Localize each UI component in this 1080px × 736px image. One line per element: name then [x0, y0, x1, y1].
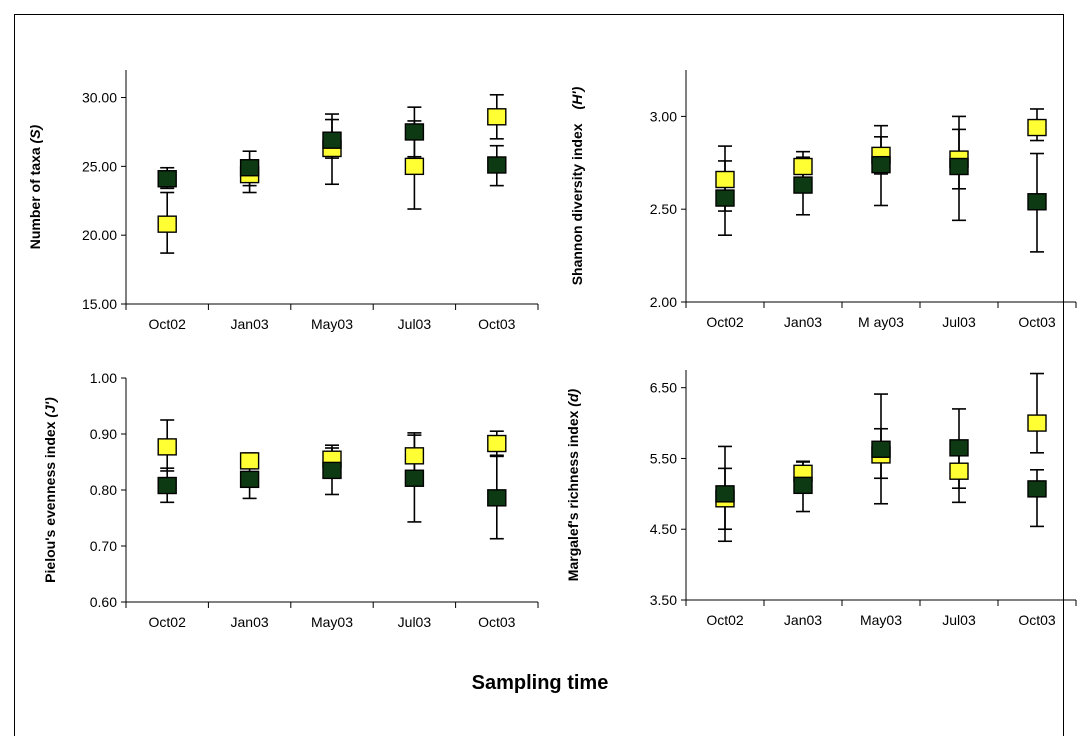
y-tick-label: 25.00 [82, 158, 117, 174]
data-point [871, 440, 891, 458]
data-point [715, 485, 735, 503]
y-axis-title-symbol: (J') [42, 397, 58, 418]
y-axis-title: Pielou's evenness index (J') [42, 397, 58, 583]
data-point [322, 131, 342, 149]
y-tick-label: 1.00 [90, 370, 117, 386]
y-axis-title: Margalef's richness index (d) [565, 388, 581, 581]
data-point [1027, 118, 1047, 137]
y-tick-label: 2.50 [650, 201, 677, 217]
chart-panel-2: 2.00 2.50 3.00 Oct02 Jan03 M ay03 Jul03 Oct03 Sh… [569, 70, 1077, 330]
y-tick-label: 6.50 [650, 380, 677, 396]
x-tick-label: Jan03 [231, 316, 269, 332]
x-tick-label: Oct03 [478, 316, 516, 332]
x-tick-label: Oct02 [149, 316, 187, 332]
x-tick-label: May03 [311, 614, 353, 630]
x-tick-label: Jan03 [231, 614, 269, 630]
x-tick-label: Oct03 [1018, 314, 1056, 330]
x-tick-label: Jul03 [398, 316, 432, 332]
data-point [239, 470, 260, 489]
y-tick-label: 3.00 [650, 108, 677, 124]
y-axis-title-symbol: (S) [27, 124, 43, 143]
series-markers-2 [715, 439, 1047, 503]
data-point [239, 452, 260, 470]
x-tick-label: M ay03 [858, 314, 904, 330]
data-point [793, 176, 813, 194]
y-tick-label: 0.70 [90, 538, 117, 554]
figure-frame [14, 14, 1064, 736]
y-axis-title: Number of taxa (S) [27, 124, 43, 249]
y-tick-label: 0.90 [90, 426, 117, 442]
data-point [1027, 193, 1047, 211]
data-point [793, 476, 813, 495]
chart-panel-4: 3.50 4.50 5.50 6.50 Oct02 Jan03 May03 Jul03 Oct0… [565, 370, 1077, 628]
x-tick-label: Oct02 [706, 612, 744, 628]
x-tick-label: May03 [311, 316, 353, 332]
y-axis-title-symbol: (H') [569, 86, 585, 109]
data-point [487, 156, 507, 174]
x-tick-label: Jan03 [784, 314, 822, 330]
y-tick-label: 0.60 [90, 594, 117, 610]
x-tick-label: Oct02 [149, 614, 187, 630]
data-point [487, 434, 507, 453]
data-point [404, 157, 425, 176]
chart-panel-1: 15.00 20.00 25.00 30.00 Oct02 Jan03 May03 Jul03… [27, 70, 539, 332]
data-point [949, 157, 969, 176]
data-point [322, 461, 342, 480]
y-axis-title-text: Pielou's evenness index [42, 418, 58, 583]
data-point [949, 439, 969, 457]
y-tick-label: 5.50 [650, 450, 677, 466]
y-tick-label: 2.00 [650, 294, 677, 310]
y-axis-title-text: Margalef's richness index [565, 407, 581, 582]
data-point [404, 469, 425, 487]
data-point [1027, 480, 1047, 498]
data-point [715, 170, 735, 189]
y-tick-label: 30.00 [82, 90, 117, 106]
data-point [157, 170, 177, 188]
data-point [404, 447, 425, 465]
x-tick-label: Oct03 [478, 614, 516, 630]
y-axis-title-text: Number of taxa [27, 143, 43, 249]
y-tick-label: 15.00 [82, 296, 117, 312]
y-tick-label: 3.50 [650, 592, 677, 608]
y-axis-title-symbol: (d) [565, 388, 581, 406]
series-markers-2 [715, 155, 1047, 211]
data-point [1027, 414, 1047, 432]
data-point [793, 157, 813, 176]
data-point [239, 159, 260, 177]
x-tick-label: Oct02 [706, 314, 744, 330]
x-tick-label: Jan03 [784, 612, 822, 628]
x-tick-label: May03 [860, 612, 902, 628]
x-tick-label: Jul03 [398, 614, 432, 630]
y-tick-label: 4.50 [650, 521, 677, 537]
data-point [487, 489, 507, 507]
data-point [157, 476, 177, 495]
y-tick-label: 0.80 [90, 482, 117, 498]
x-axis-title: Sampling time [471, 672, 609, 694]
data-point [157, 438, 177, 456]
data-point [871, 155, 891, 174]
x-tick-label: Jul03 [942, 612, 976, 628]
data-point [487, 108, 507, 126]
data-point [715, 189, 735, 207]
data-point [404, 123, 425, 141]
x-tick-label: Jul03 [942, 314, 976, 330]
y-axis-title-text: Shannon diversity index [569, 123, 585, 285]
series-2 [718, 393, 1044, 543]
data-point [949, 462, 969, 480]
data-point [157, 215, 177, 233]
x-tick-label: Oct03 [1018, 612, 1056, 628]
y-axis-title: Shannon diversity index (H') [569, 86, 585, 285]
series-markers-2 [157, 123, 507, 188]
series-markers-2 [157, 461, 507, 507]
chart-panel-3: 0.60 0.70 0.80 0.90 1.00 Oct02 Jan03 May03 Jul03… [42, 370, 539, 630]
y-tick-label: 20.00 [82, 227, 117, 243]
series-2 [718, 115, 1044, 253]
